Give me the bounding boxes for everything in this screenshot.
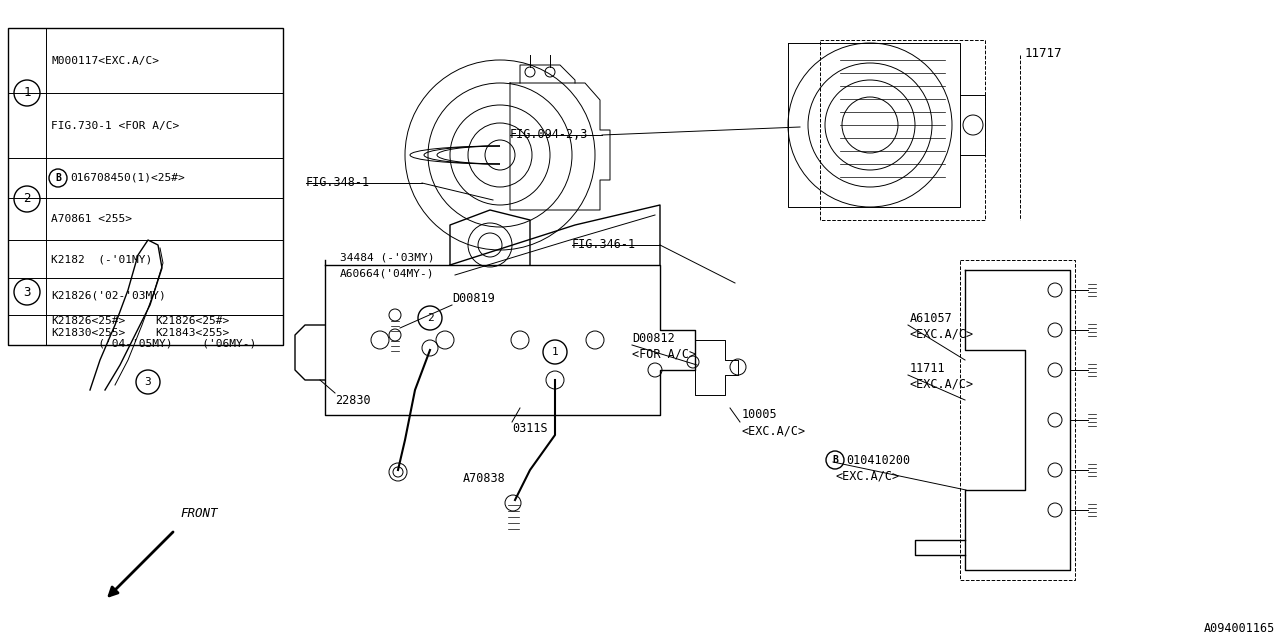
- Bar: [820, 40, 986, 220]
- Text: 3: 3: [145, 377, 151, 387]
- Text: A094001165: A094001165: [1203, 622, 1275, 635]
- Text: K21843<255>: K21843<255>: [155, 328, 229, 338]
- Text: K21826<25#>: K21826<25#>: [155, 316, 229, 326]
- Text: 34484 (-'03MY): 34484 (-'03MY): [340, 252, 434, 262]
- Bar: [8, 28, 283, 345]
- Text: FIG.730-1 <FOR A/C>: FIG.730-1 <FOR A/C>: [51, 121, 179, 131]
- Text: 2: 2: [23, 193, 31, 205]
- Text: D00819: D00819: [452, 291, 495, 305]
- Text: B: B: [55, 173, 61, 183]
- Text: 10005: 10005: [742, 408, 778, 422]
- Text: K21826<25#>: K21826<25#>: [51, 316, 125, 326]
- Text: 22830: 22830: [335, 394, 371, 406]
- Text: <FOR A/C>: <FOR A/C>: [632, 348, 696, 360]
- Text: <EXC.A/C>: <EXC.A/C>: [835, 470, 899, 483]
- Text: 11717: 11717: [1025, 47, 1062, 60]
- Text: A61057: A61057: [910, 312, 952, 324]
- Text: K2182  (-'01MY): K2182 (-'01MY): [51, 254, 152, 264]
- Text: <EXC.A/C>: <EXC.A/C>: [742, 424, 806, 438]
- Text: 016708450(1)<25#>: 016708450(1)<25#>: [70, 173, 184, 183]
- Text: K21830<255>: K21830<255>: [51, 328, 125, 338]
- Text: 3: 3: [23, 285, 31, 298]
- Text: FRONT: FRONT: [180, 507, 218, 520]
- Text: FIG.348-1: FIG.348-1: [306, 177, 370, 189]
- Text: 1: 1: [23, 86, 31, 99]
- Text: 0311S: 0311S: [512, 422, 548, 435]
- Text: 1: 1: [552, 347, 558, 357]
- Text: ('06MY-): ('06MY-): [155, 338, 256, 348]
- Text: ('04-'05MY): ('04-'05MY): [51, 338, 173, 348]
- Text: FIG.094-2,3: FIG.094-2,3: [509, 129, 589, 141]
- Text: A60664('04MY-): A60664('04MY-): [340, 269, 434, 279]
- Text: FIG.346-1: FIG.346-1: [572, 239, 636, 252]
- Text: A70838: A70838: [463, 472, 506, 484]
- Text: 2: 2: [426, 313, 434, 323]
- Text: 11711: 11711: [910, 362, 946, 374]
- Text: B: B: [832, 455, 838, 465]
- Text: K21826('02-'03MY): K21826('02-'03MY): [51, 291, 165, 301]
- Text: D00812: D00812: [632, 332, 675, 344]
- Text: 010410200: 010410200: [846, 454, 910, 467]
- Text: <EXC.A/C>: <EXC.A/C>: [910, 328, 974, 340]
- Text: <EXC.A/C>: <EXC.A/C>: [910, 378, 974, 390]
- Bar: [960, 260, 1075, 580]
- Text: M000117<EXC.A/C>: M000117<EXC.A/C>: [51, 56, 159, 66]
- Text: A70861 <255>: A70861 <255>: [51, 214, 132, 224]
